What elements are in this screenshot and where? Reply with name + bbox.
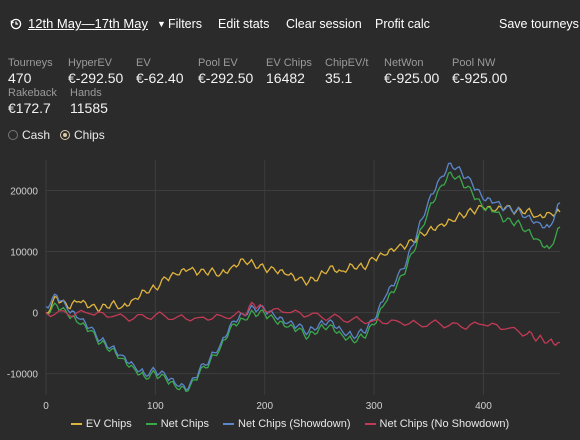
stat-label: HyperEV: [68, 57, 113, 69]
legend-item-ev-chips[interactable]: EV Chips: [70, 418, 132, 430]
y-tick-label: 0: [32, 309, 38, 320]
stat-value: €-292.50: [68, 70, 124, 86]
chevron-down-icon: ▼: [156, 18, 166, 29]
stat-label: EV: [136, 57, 151, 69]
radio-label: Chips: [74, 128, 105, 142]
stat-pool-nw: Pool NW €-925.00: [452, 57, 507, 86]
radio-button-selected[interactable]: [60, 130, 71, 140]
legend-label: Net Chips (Showdown): [238, 418, 351, 430]
x-tick-label: 400: [475, 401, 492, 412]
stat-tourneys: Tourneys 470: [8, 57, 53, 86]
stat-ev-chips: EV Chips 16482: [266, 57, 312, 86]
stat-label: Rakeback: [8, 87, 57, 99]
x-tick-label: 0: [43, 401, 49, 412]
date-range-label: 12th May—17th May: [28, 16, 148, 31]
legend-label: Net Chips: [160, 418, 210, 430]
edit-stats-button[interactable]: Edit stats: [218, 17, 270, 31]
stat-label: NetWon: [384, 57, 424, 69]
chart-legend: EV Chips Net Chips Net Chips (Showdown) …: [0, 418, 580, 430]
stat-value: €-925.00: [384, 70, 440, 86]
stat-rakeback: Rakeback €172.7: [8, 87, 57, 116]
stat-label: Pool NW: [452, 57, 496, 69]
radio-cash[interactable]: Cash: [8, 128, 50, 142]
y-tick-label: 20000: [10, 187, 38, 198]
stat-label: Tourneys: [8, 57, 53, 69]
save-tourneys-button[interactable]: Save tourneys: [499, 17, 579, 31]
stat-value: €-62.40: [136, 70, 184, 86]
x-tick-label: 200: [256, 401, 273, 412]
series-line-net-chips: [45, 171, 561, 393]
stat-label: ChipEV/t: [325, 57, 369, 69]
legend-item-net-chips-showdown[interactable]: Net Chips (Showdown): [223, 418, 351, 430]
filters-button[interactable]: Filters: [168, 17, 203, 31]
profit-calc-button[interactable]: Profit calc: [375, 17, 430, 31]
legend-label: Net Chips (No Showdown): [379, 418, 510, 430]
series-line-ev-chips: [45, 204, 561, 314]
y-tick-label: -10000: [7, 370, 39, 381]
clear-session-button[interactable]: Clear session: [286, 17, 362, 31]
stat-value: 16482: [266, 70, 305, 86]
legend-swatch: [364, 423, 376, 425]
view-toggle: Cash Chips: [8, 128, 105, 142]
series-line-net-chips-no-showdown: [45, 301, 561, 347]
stat-label: Pool EV: [198, 57, 238, 69]
legend-swatch: [145, 423, 157, 425]
history-icon: [10, 18, 22, 29]
legend-item-net-chips[interactable]: Net Chips: [145, 418, 210, 430]
radio-label: Cash: [22, 128, 51, 142]
stat-value: 11585: [70, 100, 108, 116]
stat-label: EV Chips: [266, 57, 312, 69]
toolbar: 12th May—17th May ▼ Filters Edit stats C…: [0, 0, 580, 50]
stat-ev: EV €-62.40: [136, 57, 183, 86]
chart-ticks: -10000 0 10000 20000 0 100 200 300 400: [7, 187, 492, 412]
stat-value: 35.1: [325, 70, 353, 86]
legend-swatch: [70, 423, 82, 425]
stat-netwon: NetWon €-925.00: [384, 57, 439, 86]
stat-hyperev: HyperEV €-292.50: [68, 57, 123, 86]
x-tick-label: 100: [147, 401, 164, 412]
stat-value: €172.7: [8, 100, 51, 116]
stat-label: Hands: [70, 87, 102, 99]
stat-value: €-292.50: [198, 70, 254, 86]
radio-chips[interactable]: Chips: [60, 128, 105, 142]
x-tick-label: 300: [366, 401, 383, 412]
legend-label: EV Chips: [85, 418, 132, 430]
date-range-picker[interactable]: 12th May—17th May ▼: [10, 16, 166, 31]
legend-swatch: [223, 423, 235, 425]
stat-pool-ev: Pool EV €-292.50: [198, 57, 253, 86]
y-tick-label: 10000: [10, 248, 38, 259]
radio-button[interactable]: [8, 130, 18, 140]
stat-value: €-925.00: [452, 70, 508, 86]
stat-value: 470: [8, 70, 32, 86]
chart-grid: [45, 160, 560, 395]
chart-series: [45, 162, 561, 393]
legend-item-net-chips-no-showdown[interactable]: Net Chips (No Showdown): [364, 418, 510, 430]
stat-hands: Hands 11585: [70, 87, 108, 116]
stat-chipev-per-t: ChipEV/t 35.1: [325, 57, 368, 86]
series-line-net-chips-showdown: [45, 162, 561, 391]
